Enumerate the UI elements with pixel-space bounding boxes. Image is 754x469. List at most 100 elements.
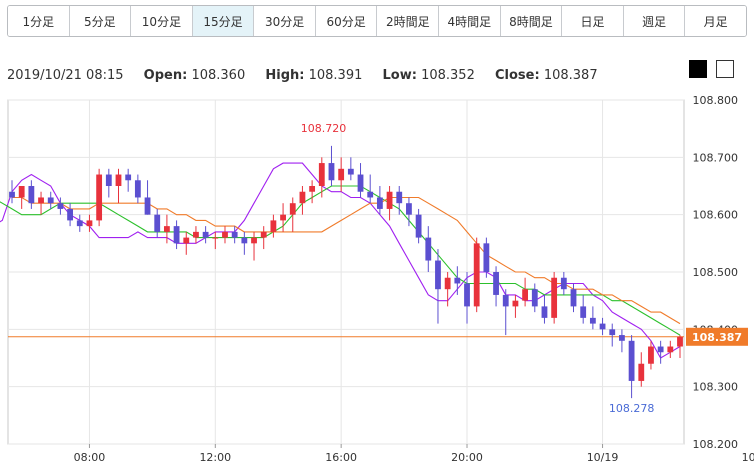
current-price-label: 108.387 bbox=[692, 331, 742, 344]
ohlc-info-bar: 2019/10/21 08:15 Open: 108.360 High: 108… bbox=[7, 68, 598, 83]
candle-body bbox=[367, 191, 374, 198]
candle-body bbox=[299, 191, 306, 204]
x-tick-label: 12:00 bbox=[199, 451, 231, 464]
candle-body bbox=[125, 174, 132, 181]
y-tick-label: 108.700 bbox=[693, 151, 739, 164]
x-tick-label: 20:00 bbox=[451, 451, 483, 464]
ohlc-datetime: 2019/10/21 08:15 bbox=[7, 68, 124, 83]
moving-average-line-ma_long bbox=[12, 196, 681, 325]
candle-body bbox=[396, 191, 403, 204]
open-label: Open: bbox=[143, 68, 188, 83]
candle-body bbox=[67, 208, 73, 221]
candle-body bbox=[609, 329, 616, 336]
candle-body bbox=[163, 226, 170, 232]
candle-body bbox=[667, 346, 674, 353]
x-tick-label: 10/19 bbox=[587, 451, 619, 464]
x-tick-label: 10/21 bbox=[742, 451, 754, 464]
tab-timeframe[interactable]: 15分足 bbox=[192, 6, 255, 36]
candle-body bbox=[541, 306, 548, 318]
candle-body bbox=[406, 203, 412, 215]
candle-body bbox=[193, 231, 199, 238]
candle-body bbox=[241, 237, 248, 244]
candle-body bbox=[570, 289, 577, 307]
candle-body bbox=[648, 346, 654, 364]
candle-body bbox=[76, 220, 83, 227]
candle-body bbox=[28, 186, 35, 204]
candle-body bbox=[328, 163, 335, 181]
candle-body bbox=[57, 203, 64, 209]
candle-body bbox=[338, 168, 345, 181]
low-value: 108.352 bbox=[421, 68, 475, 83]
candle-body bbox=[105, 174, 112, 186]
candle-body bbox=[47, 197, 54, 204]
candle-body bbox=[357, 174, 364, 192]
candle-body bbox=[435, 260, 441, 290]
candle-body bbox=[231, 231, 238, 238]
candle-body bbox=[289, 203, 296, 215]
close-value: 108.387 bbox=[543, 68, 598, 83]
tab-timeframe[interactable]: 2時間足 bbox=[377, 6, 440, 36]
y-tick-label: 108.200 bbox=[693, 438, 739, 451]
tab-timeframe[interactable]: 日足 bbox=[562, 6, 624, 36]
candle-body bbox=[502, 294, 509, 307]
candle-body bbox=[473, 243, 480, 307]
candle-body bbox=[280, 214, 286, 221]
tab-timeframe[interactable]: 月足 bbox=[685, 6, 746, 36]
candle-body bbox=[464, 283, 470, 307]
tab-timeframe[interactable]: 10分足 bbox=[131, 6, 193, 36]
candle-body bbox=[512, 300, 519, 307]
tab-timeframe[interactable]: 8時間足 bbox=[500, 6, 563, 36]
low-label: Low: bbox=[382, 68, 417, 83]
tab-timeframe[interactable]: 1分足 bbox=[8, 6, 70, 36]
candle-body bbox=[183, 237, 190, 244]
candle-body bbox=[599, 323, 606, 330]
candle-body bbox=[677, 336, 683, 347]
candle-body bbox=[309, 186, 316, 192]
tab-timeframe[interactable]: 週足 bbox=[623, 6, 686, 36]
candle-body bbox=[560, 277, 567, 290]
candle-body bbox=[154, 214, 161, 232]
candle-body bbox=[454, 277, 461, 284]
y-tick-label: 108.800 bbox=[693, 94, 739, 107]
high-price-marker: 108.720 bbox=[301, 122, 347, 135]
candle-body bbox=[657, 346, 664, 353]
candle-body bbox=[18, 186, 25, 198]
y-tick-label: 108.600 bbox=[693, 209, 739, 222]
candle-body bbox=[270, 220, 277, 232]
low-price-marker: 108.278 bbox=[609, 402, 655, 415]
candle-body bbox=[318, 163, 325, 186]
current-price-badge: 108.387 bbox=[686, 327, 748, 346]
candle-body bbox=[260, 231, 267, 238]
candle-body bbox=[522, 289, 529, 301]
candle-body bbox=[493, 272, 499, 295]
x-tick-label: 16:00 bbox=[325, 451, 357, 464]
candle-body bbox=[580, 306, 587, 318]
candle-body bbox=[251, 237, 257, 244]
candle-body bbox=[222, 231, 228, 238]
price-chart: 108.800108.700108.600108.500108.400108.3… bbox=[0, 94, 754, 464]
candle-body bbox=[144, 197, 151, 215]
high-label: High: bbox=[265, 68, 305, 83]
dark-theme-swatch[interactable] bbox=[689, 60, 707, 78]
candle-body bbox=[9, 191, 15, 198]
candle-body bbox=[86, 220, 93, 227]
y-tick-label: 108.300 bbox=[693, 381, 739, 394]
high-value: 108.391 bbox=[308, 68, 363, 83]
tab-timeframe[interactable]: 60分足 bbox=[315, 6, 378, 36]
candle-body bbox=[628, 340, 635, 381]
candle-body bbox=[376, 197, 383, 209]
candle-body bbox=[38, 197, 44, 204]
candle-body bbox=[347, 168, 354, 175]
tab-timeframe[interactable]: 5分足 bbox=[69, 6, 132, 36]
candle-body bbox=[202, 231, 209, 238]
tab-timeframe[interactable]: 30分足 bbox=[254, 6, 316, 36]
candle-body bbox=[425, 237, 432, 261]
candle-body bbox=[96, 174, 103, 221]
x-tick-label: 08:00 bbox=[74, 451, 106, 464]
open-value: 108.360 bbox=[191, 68, 246, 83]
tab-timeframe[interactable]: 4時間足 bbox=[439, 6, 501, 36]
candle-body bbox=[531, 289, 538, 307]
light-theme-swatch[interactable] bbox=[716, 60, 734, 78]
candle-body bbox=[115, 174, 122, 186]
timeframe-tabs: 1分足 5分足 10分足 15分足 30分足 60分足 2時間足 4時間足 8時間足 日足 週足 月足 bbox=[7, 5, 747, 37]
